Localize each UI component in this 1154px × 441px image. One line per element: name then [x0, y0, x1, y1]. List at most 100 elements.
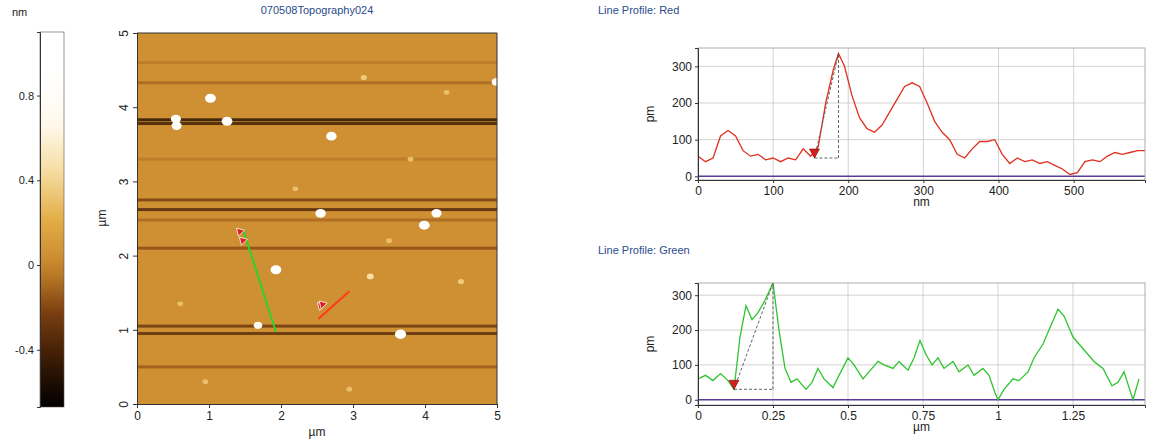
grid-line [1073, 48, 1074, 180]
tick-label: 0.4 [19, 174, 34, 186]
tick-label: 2 [117, 252, 131, 259]
particle [222, 117, 233, 126]
axis-line [37, 33, 41, 408]
zero-line [698, 399, 1145, 401]
tick-mark [695, 66, 698, 67]
plot-marks [698, 283, 1139, 400]
cursor-line [773, 283, 774, 389]
particle [172, 122, 182, 130]
particle [492, 78, 497, 86]
tick-mark [133, 181, 137, 182]
grid-line [923, 283, 924, 405]
tick-mark [497, 404, 498, 408]
tick-label: 200 [839, 184, 859, 198]
streak [137, 332, 497, 335]
tick: 200 [672, 323, 698, 337]
particle [431, 209, 441, 217]
tick-mark [133, 33, 137, 34]
profile-line [318, 291, 349, 318]
tick-mark [695, 176, 698, 177]
tick-label: 100 [672, 133, 692, 147]
tick-label: 0.8 [19, 90, 34, 102]
particle [326, 132, 336, 141]
profile-line [698, 283, 1139, 400]
tick-mark [37, 180, 40, 181]
tick: 0.4 [19, 174, 40, 186]
colorbar [40, 32, 64, 407]
tick-label: 0 [685, 170, 692, 184]
particle [177, 301, 183, 306]
particle [254, 322, 263, 329]
tick-label: 100 [672, 358, 692, 372]
particle [205, 94, 216, 103]
tick: 0.8 [19, 90, 40, 102]
plot-background [698, 48, 1145, 180]
particle [386, 238, 392, 243]
cursor-line [734, 283, 773, 389]
tick-mark [133, 330, 137, 331]
particle [271, 265, 282, 274]
tick: 200 [839, 180, 859, 198]
grid-line [1073, 283, 1074, 405]
particle [361, 75, 367, 80]
plot-frame [698, 283, 1145, 405]
cursor-marker [809, 149, 819, 158]
tick: 2 [117, 252, 137, 259]
tick-label: 1 [206, 409, 213, 423]
tick: 2 [278, 404, 285, 423]
y-axis-title: µm [95, 210, 109, 227]
tick: 0 [685, 170, 698, 184]
cursor-line [838, 54, 839, 159]
streak [137, 325, 497, 328]
axis-line [695, 49, 699, 181]
streak [137, 198, 497, 201]
tick: 5 [117, 30, 137, 37]
tick-mark [695, 103, 698, 104]
tick-mark [425, 404, 426, 408]
tick-label: 2 [278, 409, 285, 423]
colorbar-axis: -0.400.40.8 [15, 33, 40, 408]
tick-mark [695, 330, 698, 331]
tick-label: 0.5 [840, 409, 857, 423]
chart-title: 070508Topography024 [261, 4, 374, 16]
grid-line [698, 364, 1145, 365]
tick-mark [209, 404, 210, 408]
tick-mark [133, 107, 137, 108]
axis-line [695, 284, 699, 406]
streak [137, 365, 497, 368]
particle [347, 387, 353, 392]
grid-line [698, 330, 1145, 331]
grid-line [773, 283, 774, 405]
tick: 1 [206, 404, 213, 423]
tick-label: 3 [350, 409, 357, 423]
tick: 200 [672, 96, 698, 110]
tick-label: 200 [672, 323, 692, 337]
y-axis: 012345 [117, 30, 138, 408]
profile-chart: 01002003004005000100200300Line Profile: … [598, 4, 1146, 209]
tick-mark [37, 265, 40, 266]
tick: 100 [764, 180, 784, 198]
x-axis: 012345 [134, 404, 501, 423]
tick-label: 5 [117, 30, 131, 37]
tick-label: 0 [28, 259, 34, 271]
tick: 1.25 [1062, 405, 1086, 423]
tick-mark [695, 400, 698, 401]
grid-line [848, 283, 849, 405]
y-axis: 0100200300 [672, 284, 699, 408]
cursor-marker [239, 237, 247, 245]
tick-label: 5 [494, 409, 501, 423]
streak [137, 81, 497, 84]
tick: 0 [685, 393, 698, 407]
y-axis-title: pm [643, 106, 657, 123]
tick: 100 [672, 358, 698, 372]
tick: 500 [1064, 180, 1084, 198]
tick: 0.25 [762, 405, 786, 423]
profile-line [243, 229, 276, 332]
grid-line [698, 139, 1145, 140]
tick-mark [133, 404, 137, 405]
tick-label: 100 [764, 184, 784, 198]
x-axis-title: µm [309, 425, 326, 439]
tick-label: 200 [672, 96, 692, 110]
cursor-line [814, 158, 838, 159]
tick: 4 [422, 404, 429, 423]
